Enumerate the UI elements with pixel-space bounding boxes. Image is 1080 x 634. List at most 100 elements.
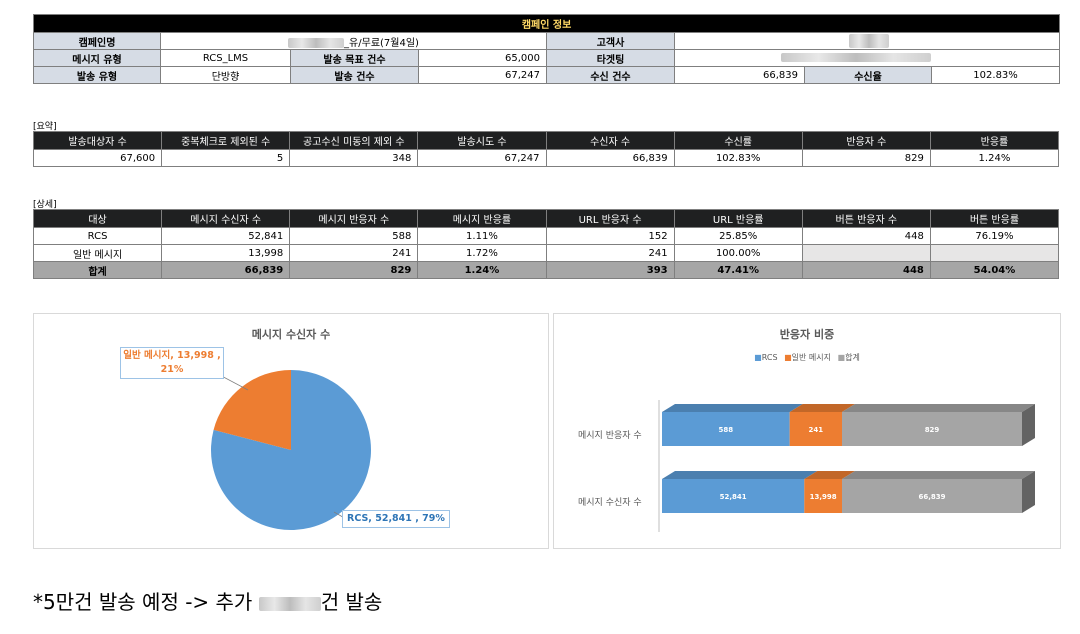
- summary-cell: 67,600: [32, 149, 163, 167]
- bar-segment-top: [662, 471, 818, 479]
- redacted-client: [849, 34, 889, 48]
- legend-general: 일반 메시지: [791, 353, 831, 362]
- detail-cell: 66,839: [161, 261, 291, 279]
- legend-total: 합계: [845, 353, 860, 362]
- targeting-label: 타겟팅: [546, 49, 675, 67]
- bar-side: [1022, 404, 1035, 446]
- bar-category-label: 메시지 수신자 수: [578, 498, 642, 508]
- bar-data-label: 241: [809, 426, 824, 434]
- detail-cell: 829: [289, 261, 419, 279]
- bar-segment-top: [842, 404, 1035, 412]
- bar-data-label: 66,839: [918, 493, 945, 501]
- detail-header: 메시지 수신자 수: [161, 209, 291, 228]
- bar-chart: 588 241 829 52,841 13,998 66,839: [658, 400, 1035, 532]
- target-count-value: 65,000: [418, 49, 547, 67]
- summary-header: 중복체크로 제외된 수: [161, 131, 291, 150]
- bar-data-label: 588: [719, 426, 734, 434]
- detail-header: 버튼 반응률: [929, 209, 1060, 228]
- bar-chart-panel: 반응자 비중 ■RCS ■일반 메시지 ■합계 메시지 반응자 수 메시지 수신…: [553, 313, 1061, 549]
- recv-rate-label: 수신율: [804, 66, 932, 84]
- detail-cell: 1.11%: [417, 227, 547, 245]
- detail-cell-empty: [929, 244, 1060, 262]
- detail-header: URL 반응자 수: [545, 209, 675, 228]
- client-value: [673, 32, 1061, 50]
- pie-chart: [210, 370, 371, 530]
- send-type-value: 단방향: [160, 66, 291, 84]
- detail-cell: 13,998: [161, 244, 291, 262]
- bar-segment: [804, 479, 842, 513]
- pie-slice-general: [213, 370, 291, 450]
- bar-segment: [842, 412, 1022, 446]
- note-suffix: 건 발송: [320, 590, 383, 614]
- bar-segment: [789, 412, 842, 446]
- detail-cell: 54.04%: [929, 261, 1060, 279]
- campaign-name-label: 캠페인명: [33, 32, 161, 50]
- detail-cell: 393: [545, 261, 675, 279]
- summary-section-label: [요약]: [33, 122, 57, 132]
- summary-cell: 1.24%: [929, 149, 1060, 167]
- summary-header: 반응률: [929, 131, 1060, 150]
- note-prefix: *5만건 발송 예정 -> 추가: [33, 590, 259, 614]
- bar-data-label: 52,841: [720, 493, 747, 501]
- summary-header: 발송시도 수: [417, 131, 547, 150]
- detail-cell: 52,841: [161, 227, 291, 245]
- campaign-title: 캠페인 정보: [32, 14, 1061, 33]
- summary-table: 발송대상자 수 중복체크로 제외된 수 공고수신 미동의 제외 수 발송시도 수…: [32, 131, 1060, 167]
- detail-cell: 1.72%: [417, 244, 547, 262]
- redacted-text: [288, 37, 345, 48]
- legend-rcs: RCS: [761, 353, 778, 362]
- recv-rate-value: 102.83%: [930, 66, 1061, 84]
- send-type-label: 발송 유형: [33, 66, 161, 84]
- detail-table: 대상 메시지 수신자 수 메시지 반응자 수 메시지 반응률 URL 반응자 수…: [32, 209, 1060, 279]
- summary-cell: 348: [289, 149, 419, 167]
- bar-segment-top: [842, 471, 1035, 479]
- legend-swatch-rcs: ■: [754, 353, 762, 362]
- detail-cell: 241: [289, 244, 419, 262]
- bar-segment: [662, 412, 790, 446]
- table-row: RCS 52,841 588 1.11% 152 25.85% 448 76.1…: [32, 227, 1060, 245]
- bar-segment: [842, 479, 1022, 513]
- bar-legend: ■RCS ■일반 메시지 ■합계: [554, 352, 1060, 363]
- summary-cell: 66,839: [545, 149, 675, 167]
- detail-cell-empty: [801, 244, 931, 262]
- bar-side: [1022, 471, 1035, 513]
- campaign-name-value: _유/무료(7월4일): [160, 32, 547, 50]
- bar-chart-title: 반응자 비중: [779, 328, 835, 341]
- summary-cell: 102.83%: [673, 149, 803, 167]
- detail-cell: 1.24%: [417, 261, 547, 279]
- detail-cell: 448: [801, 261, 931, 279]
- bar-segment: [662, 479, 805, 513]
- msg-type-label: 메시지 유형: [33, 49, 161, 67]
- client-label: 고객사: [546, 32, 675, 50]
- target-count-label: 발송 목표 건수: [290, 49, 419, 67]
- legend-swatch-general: ■: [784, 353, 792, 362]
- redacted-count: [258, 596, 321, 611]
- detail-header: URL 반응률: [673, 209, 803, 228]
- bar-category-label: 메시지 반응자 수: [578, 431, 642, 441]
- recv-count-label: 수신 건수: [546, 66, 675, 84]
- pie-label-general-text: 일반 메시지, 13,998 ,: [123, 350, 221, 361]
- detail-cell: 76.19%: [929, 227, 1060, 245]
- pie-chart-panel: 메시지 수신자 수 일반 메시지, 13,998 , 21% RCS, 52,8…: [33, 313, 549, 549]
- summary-header: 수신자 수: [545, 131, 675, 150]
- summary-header: 발송대상자 수: [32, 131, 163, 150]
- detail-cell: 100.00%: [673, 244, 803, 262]
- pie-label-general: 일반 메시지, 13,998 , 21%: [120, 347, 224, 379]
- legend-swatch-total: ■: [837, 353, 846, 362]
- detail-cell: RCS: [32, 227, 163, 245]
- sent-count-label: 발송 건수: [290, 66, 419, 84]
- campaign-info-table: 캠페인 정보 캠페인명 _유/무료(7월4일) 고객사 메시지 유형 RCS_L…: [32, 14, 1061, 84]
- table-row-total: 합계 66,839 829 1.24% 393 47.41% 448 54.04…: [32, 261, 1060, 279]
- detail-cell: 25.85%: [673, 227, 803, 245]
- detail-cell: 241: [545, 244, 675, 262]
- sent-count-value: 67,247: [418, 66, 547, 84]
- summary-cell: 67,247: [417, 149, 547, 167]
- summary-header: 수신률: [673, 131, 803, 150]
- table-row: 일반 메시지 13,998 241 1.72% 241 100.00%: [32, 244, 1060, 262]
- bar-data-label: 13,998: [810, 493, 837, 501]
- summary-cell: 829: [801, 149, 931, 167]
- redacted-targeting: [781, 53, 931, 62]
- detail-cell: 47.41%: [673, 261, 803, 279]
- detail-header: 메시지 반응률: [417, 209, 547, 228]
- summary-header: 공고수신 미동의 제외 수: [289, 131, 419, 150]
